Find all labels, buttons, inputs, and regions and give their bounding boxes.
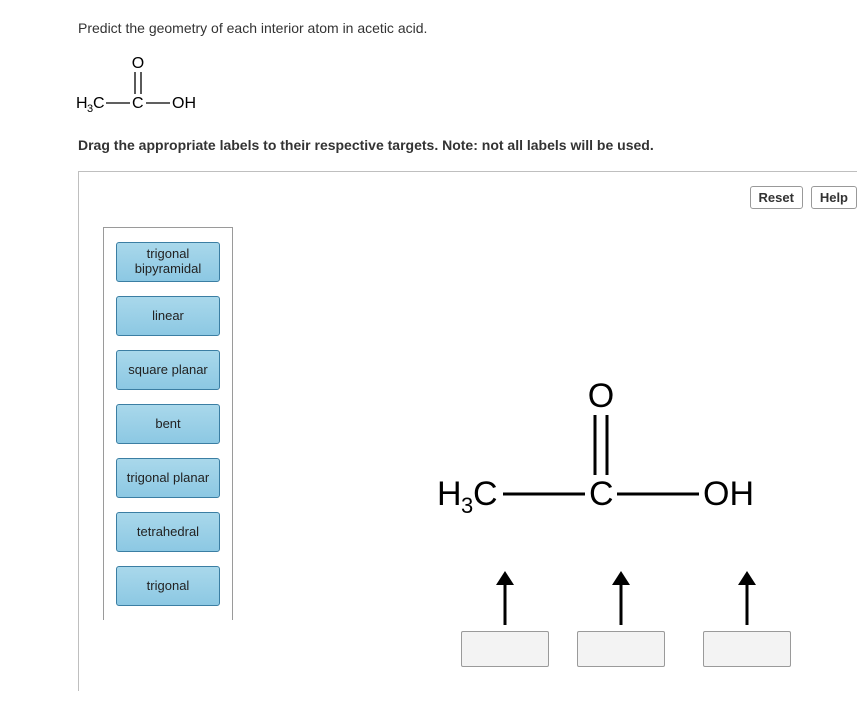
svg-text:C: C [132, 95, 144, 112]
svg-text:H: H [437, 475, 462, 513]
label-trigonal[interactable]: trigonal [116, 566, 220, 606]
drop-target-oh[interactable] [703, 631, 791, 667]
svg-text:H: H [76, 95, 88, 112]
svg-text:C: C [473, 475, 498, 513]
svg-text:O: O [588, 377, 614, 415]
instruction-text: Drag the appropriate labels to their res… [78, 137, 857, 153]
label-bent[interactable]: bent [116, 404, 220, 444]
label-tray: trigonal bipyramidal linear square plana… [103, 227, 233, 620]
activity-frame: Reset Help trigonal bipyramidal linear s… [78, 171, 857, 691]
svg-text:OH: OH [172, 95, 196, 112]
label-tetrahedral[interactable]: tetrahedral [116, 512, 220, 552]
label-square-planar[interactable]: square planar [116, 350, 220, 390]
small-structure-formula: O H 3 C C OH [76, 52, 857, 127]
arrow-icon [733, 569, 761, 627]
svg-text:O: O [132, 55, 144, 72]
question-text: Predict the geometry of each interior at… [78, 20, 857, 36]
reset-button[interactable]: Reset [750, 186, 803, 209]
label-trigonal-planar[interactable]: trigonal planar [116, 458, 220, 498]
svg-text:C: C [93, 95, 105, 112]
help-button[interactable]: Help [811, 186, 857, 209]
arrow-icon [491, 569, 519, 627]
label-linear[interactable]: linear [116, 296, 220, 336]
toolbar: Reset Help [79, 186, 857, 209]
arrow-row [471, 569, 791, 627]
drop-target-row [471, 631, 791, 667]
large-structure-formula: O H 3 C C OH [413, 377, 833, 560]
svg-text:3: 3 [461, 493, 473, 518]
svg-text:OH: OH [703, 475, 754, 513]
workspace: trigonal bipyramidal linear square plana… [79, 227, 857, 687]
drop-target-c[interactable] [577, 631, 665, 667]
diagram-area: O H 3 C C OH [233, 227, 857, 687]
svg-text:C: C [589, 475, 614, 513]
label-trigonal-bipyramidal[interactable]: trigonal bipyramidal [116, 242, 220, 282]
arrow-icon [607, 569, 635, 627]
drop-target-h3c[interactable] [461, 631, 549, 667]
